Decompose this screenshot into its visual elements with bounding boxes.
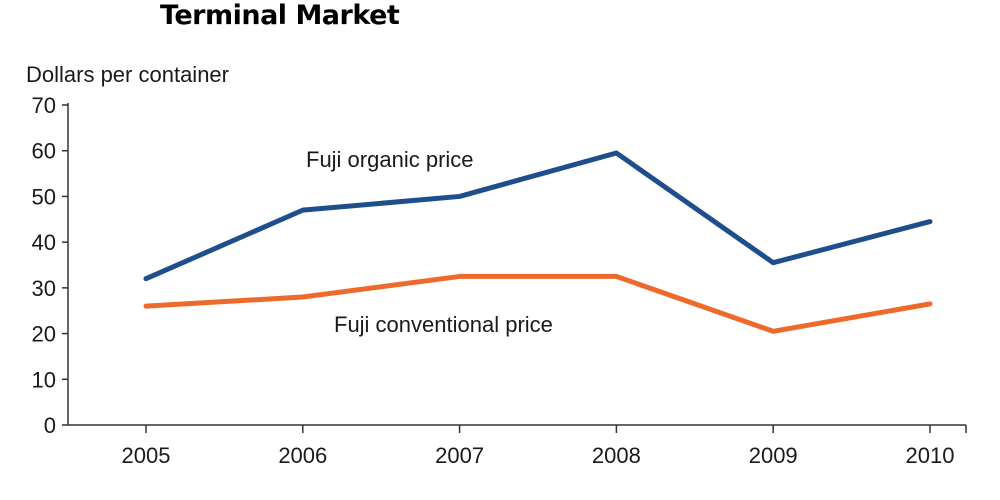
series-label-conventional: Fuji conventional price bbox=[334, 312, 553, 337]
y-tick-label-40: 40 bbox=[32, 230, 56, 255]
y-tick-label-0: 0 bbox=[44, 413, 56, 438]
x-tick-label-2005: 2005 bbox=[122, 443, 171, 468]
y-tick-label-60: 60 bbox=[32, 139, 56, 164]
y-axis-label: Dollars per container bbox=[26, 62, 229, 87]
y-tick-label-30: 30 bbox=[32, 276, 56, 301]
chart-title: Terminal Market bbox=[160, 0, 400, 31]
series-line-organic bbox=[143, 150, 933, 282]
y-tick-label-70: 70 bbox=[32, 93, 56, 118]
series-label-organic: Fuji organic price bbox=[306, 147, 474, 172]
x-tick-label-2010: 2010 bbox=[906, 443, 955, 468]
x-tick-label-2006: 2006 bbox=[278, 443, 327, 468]
x-tick-label-2008: 2008 bbox=[592, 443, 641, 468]
y-tick-label-20: 20 bbox=[32, 322, 56, 347]
y-tick-label-50: 50 bbox=[32, 184, 56, 209]
x-tick-label-2007: 2007 bbox=[435, 443, 484, 468]
series-line-conventional bbox=[143, 273, 933, 334]
y-tick-label-10: 10 bbox=[32, 367, 56, 392]
x-tick-label-2009: 2009 bbox=[749, 443, 798, 468]
